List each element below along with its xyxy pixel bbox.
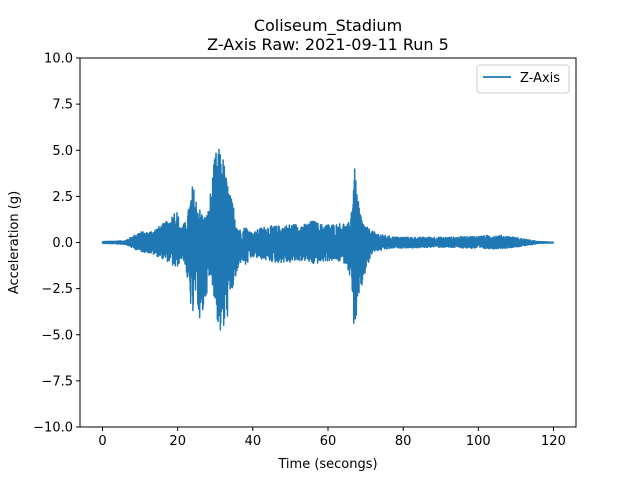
legend: Z-Axis	[476, 64, 570, 94]
x-tick-label: 0	[98, 434, 106, 449]
x-tick-label: 60	[320, 434, 337, 449]
y-tick-label: −10.0	[33, 421, 73, 436]
y-tick-label: 5.0	[52, 144, 73, 159]
y-tick-label: −7.5	[41, 374, 73, 389]
y-tick-label: 10.0	[44, 52, 73, 67]
y-tick-label: −2.5	[41, 282, 73, 297]
y-axis-label: Acceleration (g)	[7, 191, 22, 294]
x-tick-label: 100	[466, 434, 491, 449]
x-tick-label: 120	[541, 434, 566, 449]
y-tick-label: −5.0	[41, 328, 73, 343]
x-axis-label: Time (secongs)	[277, 457, 377, 472]
legend-box	[476, 64, 570, 94]
x-tick-label: 40	[245, 434, 262, 449]
chart-subtitle: Z-Axis Raw: 2021-09-11 Run 5	[207, 35, 449, 54]
y-tick-label: 2.5	[52, 190, 73, 205]
y-axis: 10.0 7.5 5.0 2.5 0.0 −2.5 −5.0 −7.5 −10.0	[33, 52, 80, 436]
legend-label-z-axis: Z-Axis	[520, 71, 560, 86]
x-tick-label: 80	[395, 434, 412, 449]
x-axis: 0 20 40 60 80 100 120	[98, 427, 566, 449]
series-layer	[101, 148, 555, 331]
series-line-z-axis	[101, 148, 555, 331]
y-tick-label: 0.0	[52, 236, 73, 251]
y-tick-label: 7.5	[52, 98, 73, 113]
x-tick-label: 20	[169, 434, 186, 449]
chart-title: Coliseum_Stadium	[254, 16, 402, 36]
